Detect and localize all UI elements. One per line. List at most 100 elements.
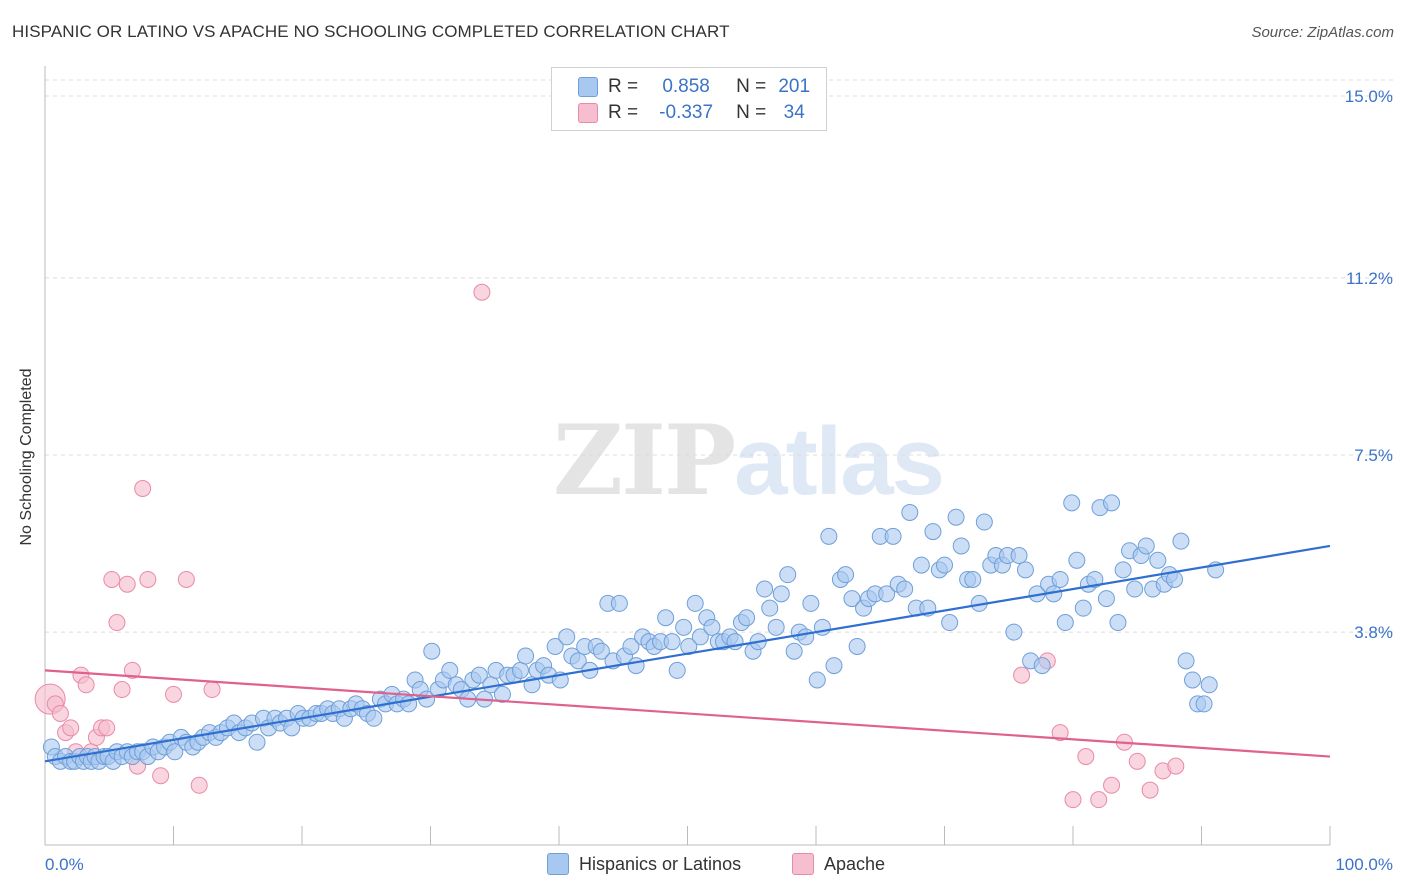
- apache-point: [1064, 791, 1082, 809]
- x-tick-label: 100.0%: [1335, 855, 1393, 874]
- legend-row-hispanic: R = 0.858 N = 201: [578, 75, 816, 99]
- bottom-legend-hispanic: Hispanics or Latinos: [547, 852, 741, 876]
- x-tick-label: 0.0%: [45, 855, 84, 874]
- legend-n-label: N =: [736, 76, 767, 97]
- hispanic-point: [470, 666, 488, 684]
- apache-points: [34, 283, 1185, 809]
- chart-title: HISPANIC OR LATINO VS APACHE NO SCHOOLIN…: [12, 22, 730, 41]
- legend-row-apache: R = -0.337 N = 34: [578, 101, 816, 125]
- hispanic-point: [657, 609, 675, 627]
- hispanic-point: [248, 733, 266, 751]
- axes: [44, 66, 1331, 846]
- legend-r-value: -0.337: [659, 102, 714, 123]
- hispanic-point: [772, 585, 790, 603]
- hispanic-point: [1114, 561, 1132, 579]
- hispanic-point: [1097, 590, 1115, 608]
- hispanic-point: [964, 570, 982, 588]
- hispanic-point: [756, 580, 774, 598]
- source-credit: Source: ZipAtlas.com: [1251, 24, 1394, 41]
- apache-point: [1141, 781, 1159, 799]
- bottom-legend-apache: Apache: [792, 852, 885, 876]
- hispanic-point: [1063, 494, 1081, 512]
- legend-n-value: 201: [778, 76, 811, 97]
- hispanic-point: [837, 566, 855, 584]
- apache-point: [1103, 776, 1121, 794]
- watermark-atlas: atlas: [734, 408, 945, 515]
- hispanic-point: [884, 527, 902, 545]
- apache-point: [1167, 757, 1185, 775]
- zipatlas-watermark: ZIPatlas: [553, 404, 945, 517]
- hispanic-point: [952, 537, 970, 555]
- hispanic-point: [1074, 599, 1092, 617]
- hispanic-point: [808, 671, 826, 689]
- hispanic-point: [924, 523, 942, 541]
- hispanic-point: [761, 599, 779, 617]
- apache-point: [190, 776, 208, 794]
- hispanic-point: [941, 614, 959, 632]
- bottom-legend-swatch-pink: [792, 853, 814, 875]
- hispanic-point: [365, 709, 383, 727]
- hispanic-point: [691, 628, 709, 646]
- hispanic-point: [878, 585, 896, 603]
- hispanic-point: [1086, 570, 1104, 588]
- hispanic-point: [1051, 570, 1069, 588]
- hispanic-point: [493, 685, 511, 703]
- hispanic-point: [1033, 657, 1051, 675]
- hispanic-point: [663, 633, 681, 651]
- hispanic-point: [668, 661, 686, 679]
- hispanic-point: [703, 618, 721, 636]
- legend-n-label: N =: [736, 102, 767, 123]
- hispanic-point: [441, 661, 459, 679]
- apache-point: [177, 570, 195, 588]
- apache-point: [203, 681, 221, 699]
- hispanic-point: [1068, 551, 1086, 569]
- y-tick-label: 7.5%: [1354, 446, 1393, 465]
- hispanic-points: [42, 494, 1225, 770]
- trend-lines: [44, 544, 1331, 763]
- apache-point: [165, 685, 182, 703]
- apache-point: [113, 681, 131, 699]
- hispanic-point: [802, 594, 820, 612]
- tick-labels: 3.8% 7.5% 11.2% 15.0% 0.0% 100.0%: [45, 87, 1393, 874]
- hispanic-point: [1177, 652, 1195, 670]
- hispanic-point: [843, 590, 861, 608]
- hispanic-point: [797, 628, 815, 646]
- grid-lines: [45, 79, 1395, 633]
- hispanic-point: [592, 642, 610, 660]
- apache-point: [98, 719, 116, 737]
- hispanic-point: [1005, 623, 1023, 641]
- hispanic-point: [1184, 671, 1202, 689]
- hispanic-point: [1016, 561, 1034, 579]
- hispanic-point: [779, 566, 797, 584]
- hispanic-point: [912, 556, 930, 574]
- apache-point: [139, 570, 157, 588]
- hispanic-point: [947, 508, 965, 526]
- apache-point: [51, 704, 69, 722]
- hispanic-point: [610, 594, 628, 612]
- hispanic-point: [738, 609, 756, 627]
- hispanic-point: [1195, 695, 1213, 713]
- hispanic-point: [785, 642, 803, 660]
- hispanic-point: [627, 657, 645, 675]
- hispanic-point: [1126, 580, 1144, 598]
- hispanic-point: [896, 580, 914, 598]
- hispanic-point: [517, 647, 535, 665]
- apache-point: [1077, 748, 1095, 766]
- correlation-legend: R = 0.858 N = 201 R = -0.337 N = 34: [551, 67, 827, 131]
- legend-swatch-pink: [578, 103, 598, 123]
- hispanic-point: [686, 594, 704, 612]
- hispanic-point: [901, 503, 919, 521]
- hispanic-point: [423, 642, 441, 660]
- legend-n-value: 34: [783, 102, 805, 123]
- hispanic-point: [546, 637, 564, 655]
- hispanic-point: [1103, 494, 1121, 512]
- hispanic-point: [1010, 547, 1028, 565]
- y-tick-label: 11.2%: [1346, 269, 1393, 288]
- apache-point: [473, 283, 491, 301]
- y-tick-label: 15.0%: [1345, 87, 1393, 106]
- hispanic-point: [825, 657, 843, 675]
- hispanic-trend-line: [44, 544, 1331, 763]
- watermark-zip: ZIP: [553, 404, 736, 517]
- hispanic-point: [767, 618, 785, 636]
- hispanic-point: [1137, 537, 1155, 555]
